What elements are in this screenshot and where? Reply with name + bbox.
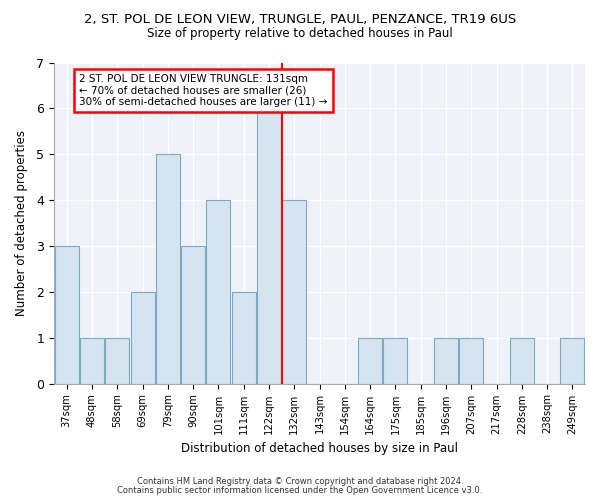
Bar: [434, 338, 458, 384]
Bar: [459, 338, 483, 384]
Bar: [232, 292, 256, 384]
Y-axis label: Number of detached properties: Number of detached properties: [15, 130, 28, 316]
X-axis label: Distribution of detached houses by size in Paul: Distribution of detached houses by size …: [181, 442, 458, 455]
Bar: [206, 200, 230, 384]
Bar: [282, 200, 306, 384]
Bar: [55, 246, 79, 384]
Bar: [560, 338, 584, 384]
Bar: [80, 338, 104, 384]
Bar: [156, 154, 180, 384]
Text: 2 ST. POL DE LEON VIEW TRUNGLE: 131sqm
← 70% of detached houses are smaller (26): 2 ST. POL DE LEON VIEW TRUNGLE: 131sqm ←…: [79, 74, 328, 107]
Text: 2, ST. POL DE LEON VIEW, TRUNGLE, PAUL, PENZANCE, TR19 6US: 2, ST. POL DE LEON VIEW, TRUNGLE, PAUL, …: [84, 12, 516, 26]
Bar: [131, 292, 155, 384]
Bar: [510, 338, 534, 384]
Bar: [105, 338, 129, 384]
Text: Contains public sector information licensed under the Open Government Licence v3: Contains public sector information licen…: [118, 486, 482, 495]
Bar: [383, 338, 407, 384]
Bar: [358, 338, 382, 384]
Text: Size of property relative to detached houses in Paul: Size of property relative to detached ho…: [147, 28, 453, 40]
Text: Contains HM Land Registry data © Crown copyright and database right 2024.: Contains HM Land Registry data © Crown c…: [137, 477, 463, 486]
Bar: [257, 108, 281, 384]
Bar: [181, 246, 205, 384]
